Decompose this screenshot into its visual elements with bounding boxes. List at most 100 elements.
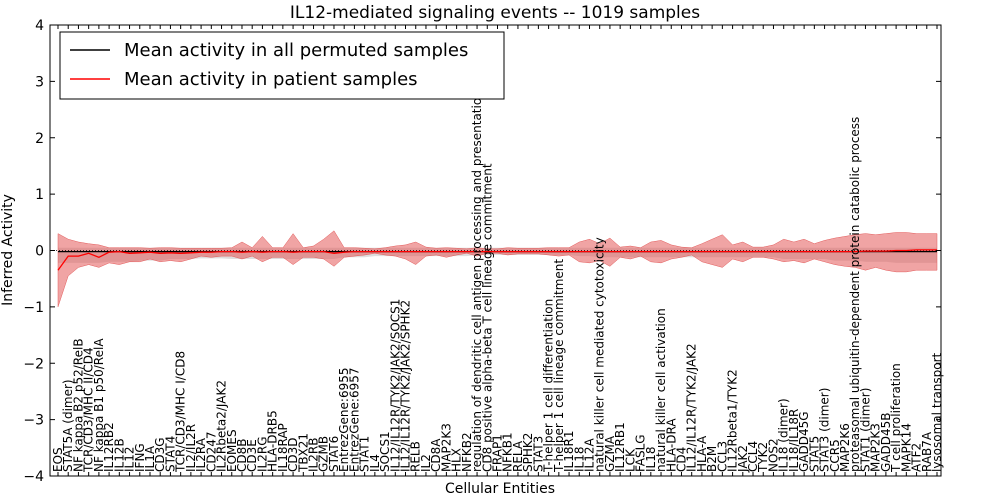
x-tick-label: ATF2 (910, 443, 924, 472)
y-axis-ticks: −4 −3 −2 −1 0 1 2 3 4 (23, 18, 941, 485)
x-tick-label: IL12/IL12R/TYK2/JAK2/SOCS1 (388, 299, 402, 472)
x-tick-label: CCR5 (828, 439, 842, 472)
x-tick-label: IL2/IL2R (184, 424, 198, 472)
x-tick-label: IL12 (123, 447, 137, 473)
x-tick-label: GZMA (603, 435, 617, 472)
y-tick-label: −1 (23, 300, 44, 316)
x-tick-label: TCR/CD3/MHC II/CD4 (82, 347, 96, 473)
x-tick-label: regulation of dendritic cell antigen pro… (470, 90, 484, 472)
x-tick-label: NOS2 (767, 438, 781, 472)
x-tick-label: CD3D (286, 438, 300, 473)
confidence-bands (57, 230, 938, 307)
x-tick-label: SPHK2 (521, 433, 535, 472)
x-tick-label: NFKB1 (501, 432, 515, 472)
x-tick-label: STAT5 (807, 436, 821, 472)
x-tick-label: CD4 (675, 447, 689, 472)
x-tick-label: NFKB2 (460, 432, 474, 472)
x-tick-label: STAT6 (327, 436, 341, 472)
x-tick-label: T-helper 1 cell lineage commitment (552, 259, 566, 473)
band-patient (57, 230, 938, 307)
x-tick-label: MAP2K6 (838, 423, 852, 472)
x-tick-label: STAT1 (dimer) (859, 388, 873, 472)
y-tick-label: 3 (35, 74, 44, 90)
x-tick-label: GADD45G (797, 411, 811, 472)
x-tick-label: STAT5A (dimer) (61, 379, 75, 472)
x-tick-label: IL12RB2 (102, 422, 116, 472)
x-tick-label: IL18 (dimer) (777, 398, 791, 472)
legend-label-permuted: Mean activity in all permuted samples (124, 40, 468, 61)
x-tick-label: HLA-DRB5 (266, 410, 280, 472)
x-tick-label: IL18 (644, 447, 658, 473)
x-tick-label: STAT4 (163, 436, 177, 472)
x-tick-label: FRAP1 (491, 434, 505, 472)
x-tick-label: IL12/IL12R/TYK2/JAK2 (685, 343, 699, 472)
y-tick-label: 1 (35, 187, 44, 203)
y-tick-label: 2 (35, 131, 44, 147)
x-tick-label: IL1A (143, 445, 157, 472)
x-tick-label: NF kappa B1 p50/RelA (92, 338, 106, 472)
x-tick-label: IL2Rbeta2/JAK2 (215, 380, 229, 472)
x-tick-label: IL12B (112, 438, 126, 472)
x-tick-label: CCL3 (715, 441, 729, 472)
x-tick-label: HLX (450, 448, 464, 472)
x-tick-label: HLA-A (695, 435, 709, 472)
y-tick-label: 4 (35, 18, 44, 34)
x-tick-label: TCR/CD3/MHC I/CD8 (174, 351, 188, 473)
x-axis-label: Cellular Entities (445, 481, 555, 497)
x-tick-label: natural killer cell mediated cytotoxicit… (593, 237, 607, 472)
legend-box (59, 31, 505, 100)
x-tick-label: IL4 (368, 454, 382, 472)
x-tick-label: CD3G (153, 437, 167, 472)
x-tick-label: IL12Rbeta1/TYK2 (726, 369, 740, 472)
x-tick-label: IL18R1 (562, 431, 576, 472)
x-tick-label: EntrezGene:6957 (347, 368, 361, 473)
x-tick-label: MAP2K3 (439, 423, 453, 472)
y-tick-label: 0 (35, 244, 44, 260)
x-tick-label: B2M (705, 446, 719, 472)
x-tick-label: TYK2 (756, 442, 770, 473)
x-tick-label: T cell proliferation (889, 363, 903, 473)
x-tick-label: IL18 (572, 447, 586, 473)
y-axis-label: Inferred Activity (0, 194, 16, 306)
x-axis-ticks (57, 25, 938, 476)
x-tick-label: T-helper 1 cell differentiation (542, 299, 556, 473)
y-tick-label: −4 (23, 469, 44, 485)
x-tick-label: RELA (511, 440, 525, 472)
x-tick-label: GADD45B (879, 413, 893, 473)
x-tick-label: NF kappa B2 p52/RelB (71, 338, 85, 472)
x-tick-label: IL2RG (255, 437, 269, 473)
x-tick-label: CD8 positive alpha-beta T cell lineage c… (480, 163, 494, 472)
chart-title: IL12-mediated signaling events -- 1019 s… (290, 3, 700, 23)
x-tick-label: MAPK14 (899, 423, 913, 472)
x-tick-label: CCL4 (746, 441, 760, 472)
legend-label-patient: Mean activity in patient samples (124, 69, 418, 90)
x-tick-label: IL12RB1 (613, 422, 627, 472)
x-tick-label: EOMES (225, 429, 239, 472)
x-tick-label: JAK2 (736, 445, 750, 473)
x-tick-label: natural killer cell activation (654, 308, 668, 472)
x-tick-label: TBX21 (296, 433, 310, 473)
x-tick-label: STAT3 (531, 436, 545, 472)
x-tick-label: CD8A (429, 438, 443, 472)
series-lines (57, 249, 937, 271)
x-tick-label: lysosomal transport (930, 352, 944, 472)
x-tick-label: CD8B (235, 439, 249, 473)
x-tick-label: MAP2K3 (869, 423, 883, 472)
x-tick-label: EOS (51, 447, 65, 472)
x-tick-label: IL12A (583, 438, 597, 472)
x-tick-label: IL2RB (307, 438, 321, 472)
y-tick-label: −2 (23, 356, 44, 372)
x-tick-label: LCK (623, 448, 637, 472)
legend: Mean activity in all permuted samples Me… (59, 31, 505, 100)
x-tick-label: STAT3 (dimer) (818, 388, 832, 472)
x-tick-label: CD3E (245, 439, 259, 472)
x-tick-label: IL18/IL18R (787, 409, 801, 472)
x-tick-label: IL2 (419, 454, 433, 472)
x-tick-label: SOCS1 (378, 431, 392, 472)
x-tick-label: FASLG (634, 434, 648, 472)
x-tick-label: HLA-DRA (664, 418, 678, 472)
x-tick-label: CD247 (204, 431, 218, 472)
x-tick-label: IL18RAP (276, 423, 290, 472)
